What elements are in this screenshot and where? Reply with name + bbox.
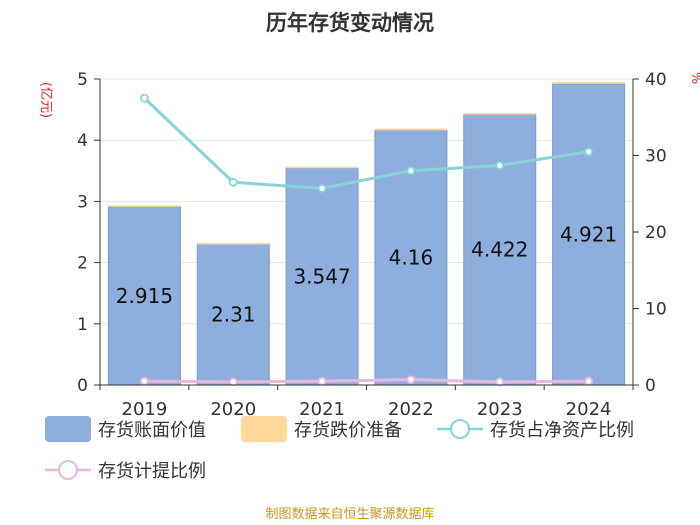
x-tick-label: 2020	[210, 399, 256, 420]
y-right-tick-label: 0	[645, 376, 656, 396]
y-left-tick-label: 4	[77, 131, 88, 151]
point-impairment-ratio	[140, 376, 149, 386]
bar-inventory-impairment	[286, 166, 359, 169]
footer-source: 制图数据来自恒生聚源数据库	[265, 506, 434, 522]
legend-swatch-marker	[58, 460, 78, 480]
y-left-axis-label: (亿元)	[38, 82, 53, 118]
bar-labels-group: 2.915 2.31 3.547 4.16 4.422 4.921	[116, 222, 617, 326]
x-tick-label: 2024	[566, 399, 612, 420]
x-tick-label: 2019	[122, 399, 168, 420]
point-inventory-ratio	[228, 177, 238, 187]
bar-inventory-impairment	[374, 128, 447, 131]
bar-inventory-impairment	[552, 81, 625, 84]
x-tick-label: 2023	[477, 399, 523, 420]
point-impairment-ratio	[584, 376, 593, 386]
y-right-tick-label: 20	[645, 223, 667, 243]
y-right-axis-label: %	[688, 72, 700, 84]
legend-swatch-marker	[450, 419, 470, 439]
line-impairment-ratio	[144, 378, 589, 384]
legend-label: 存货账面价值	[98, 420, 206, 441]
y-right-tick-label: 30	[645, 147, 667, 167]
line-inventory-ratio	[143, 97, 589, 190]
point-inventory-ratio	[140, 93, 149, 103]
point-inventory-ratio	[406, 166, 416, 176]
lines-group	[140, 93, 593, 387]
legend-label: 存货占净资产比例	[490, 420, 634, 441]
bar-inventory-impairment	[463, 113, 536, 115]
chart-title: 历年存货变动情况	[266, 11, 434, 35]
x-tick-label: 2022	[388, 399, 434, 420]
y-left-tick-label: 5	[77, 70, 88, 90]
point-impairment-ratio	[495, 377, 505, 387]
bar-value-label: 2.31	[211, 302, 256, 326]
bar-inventory-impairment	[108, 205, 181, 207]
bars-group	[107, 81, 626, 386]
y-right-tick-label: 40	[645, 70, 667, 90]
point-inventory-ratio	[495, 161, 505, 170]
bar-inventory-value	[107, 206, 181, 386]
y-left-tick-label: 1	[77, 315, 88, 335]
legend-swatch-bar	[241, 416, 287, 442]
y-left-tick-label: 0	[77, 376, 88, 396]
y-left-tick-label: 2	[77, 254, 88, 274]
y-left-tick-label: 3	[77, 192, 88, 212]
bar-value-label: 4.921	[560, 222, 617, 246]
axes-group: 0 1 2 3 4 5 0 10 20 30 40 2019 2020 2021 2022 2023 2024	[77, 70, 666, 420]
bar-value-label: 4.422	[471, 238, 528, 262]
bar-value-label: 3.547	[293, 264, 350, 288]
legend-label: 存货跌价准备	[294, 420, 402, 441]
point-impairment-ratio	[228, 377, 238, 387]
bar-value-label: 4.16	[389, 246, 434, 270]
point-inventory-ratio	[317, 183, 327, 193]
point-impairment-ratio	[317, 376, 327, 386]
x-tick-label: 2021	[299, 399, 345, 420]
point-inventory-ratio	[584, 147, 593, 157]
bar-value-label: 2.915	[116, 284, 173, 308]
y-right-tick-label: 10	[645, 300, 667, 320]
point-impairment-ratio	[406, 375, 416, 385]
bar-inventory-impairment	[197, 243, 270, 245]
legend-swatch-bar	[45, 416, 91, 442]
legend-label: 存货计提比例	[98, 461, 206, 482]
